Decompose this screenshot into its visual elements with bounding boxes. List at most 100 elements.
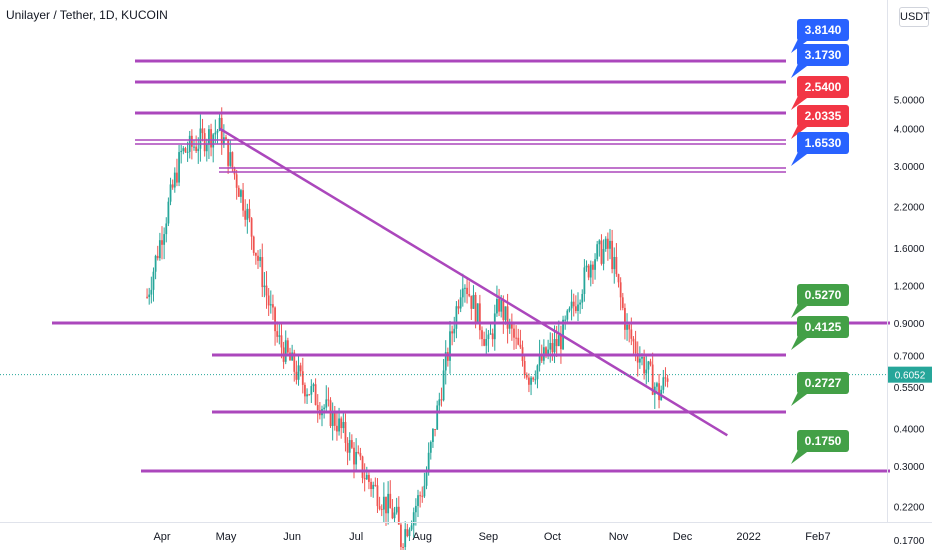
- candle-body: [327, 399, 330, 401]
- candle-body: [393, 512, 396, 519]
- candles: [146, 107, 669, 555]
- price-tick-label: 0.4000: [894, 425, 925, 436]
- candle-body: [504, 306, 507, 321]
- candle-body: [493, 313, 496, 340]
- candle-body: [547, 349, 550, 357]
- candle-body: [395, 506, 398, 513]
- time-tick-label: Aug: [412, 531, 432, 543]
- candle-body: [205, 144, 208, 152]
- candle-body: [314, 384, 317, 405]
- candle-body: [632, 338, 635, 342]
- currency-button[interactable]: USDT: [899, 7, 930, 27]
- candle-body: [173, 172, 176, 188]
- time-tick-label: Sep: [479, 531, 499, 543]
- candle-body: [487, 334, 490, 340]
- level-badge-pointer: [791, 448, 807, 464]
- candle-body: [385, 496, 387, 514]
- candle-body: [150, 289, 153, 295]
- candle-body: [301, 371, 304, 385]
- candle-body: [628, 324, 631, 330]
- candle-body: [222, 137, 225, 145]
- candle-body: [423, 485, 426, 497]
- candle-body: [464, 287, 466, 289]
- time-tick-label: Apr: [153, 531, 170, 543]
- candle-body: [587, 265, 590, 278]
- candle-body: [417, 495, 419, 506]
- candle-body: [225, 137, 227, 140]
- candle-body: [568, 308, 571, 311]
- candle-body: [370, 481, 372, 490]
- price-tick-label: 5.0000: [894, 96, 925, 107]
- candle-body: [440, 399, 443, 401]
- candle-body: [167, 201, 170, 224]
- candle-body: [621, 297, 624, 308]
- price-tick-label: 0.9000: [894, 319, 925, 330]
- candle-body: [459, 297, 462, 309]
- candle-body: [572, 301, 575, 307]
- candle-body: [594, 259, 596, 270]
- candle-body: [408, 529, 411, 537]
- price-tick-label: 2.2000: [894, 203, 925, 214]
- candle-body: [583, 267, 586, 294]
- price-tick-label: 1.6000: [894, 244, 925, 255]
- candle-body: [336, 425, 338, 432]
- candle-body: [361, 456, 364, 478]
- candle-body: [365, 474, 368, 480]
- time-tick-label: 2022: [736, 531, 760, 543]
- candle-body: [602, 249, 605, 264]
- candle-body: [201, 128, 204, 134]
- candle-body: [304, 384, 306, 397]
- candle-body: [229, 152, 232, 166]
- candle-body: [240, 190, 242, 197]
- candle-body: [378, 506, 381, 509]
- candle-body: [218, 117, 221, 131]
- candle-body: [323, 407, 326, 410]
- candle-body: [297, 365, 300, 380]
- candle-body: [235, 174, 238, 188]
- price-tick-label: 4.0000: [894, 125, 925, 136]
- candle-body: [508, 321, 511, 329]
- candle-body: [651, 364, 654, 395]
- candle-body: [348, 440, 351, 453]
- horizontal-levels: [52, 59, 890, 473]
- candle-body: [193, 146, 195, 148]
- candle-body: [481, 330, 483, 340]
- candle-body: [380, 508, 383, 510]
- candle-body: [630, 329, 633, 339]
- candle-body: [444, 352, 447, 371]
- candle-body: [156, 255, 159, 259]
- candle-body: [425, 472, 428, 486]
- candle-body: [500, 300, 503, 312]
- candle-body: [491, 333, 494, 340]
- candle-body: [212, 134, 215, 148]
- candle-body: [227, 139, 230, 166]
- candle-body: [169, 184, 172, 202]
- candle-body: [579, 302, 582, 305]
- candle-body: [152, 271, 155, 290]
- candle-body: [438, 399, 441, 406]
- candle-body: [474, 294, 477, 324]
- candle-body: [598, 240, 601, 245]
- candle-body: [274, 307, 276, 332]
- candle-body: [350, 440, 353, 448]
- candle-body: [611, 240, 614, 270]
- candle-body: [372, 484, 375, 490]
- candle-body: [233, 167, 236, 175]
- candle-body: [199, 128, 202, 149]
- candle-body: [197, 148, 200, 152]
- candle-body: [485, 339, 488, 346]
- price-tick-label: 0.3000: [894, 462, 925, 473]
- candle-body: [523, 360, 526, 375]
- candle-body: [519, 344, 522, 348]
- candle-body: [269, 304, 272, 306]
- level-badge-pointer: [791, 150, 807, 166]
- candle-body: [402, 546, 404, 548]
- candle-body: [248, 208, 251, 219]
- candle-body: [449, 331, 451, 361]
- candle-body: [457, 306, 460, 309]
- candle-body: [278, 335, 281, 337]
- candle-body: [414, 505, 417, 513]
- candle-body: [476, 303, 479, 324]
